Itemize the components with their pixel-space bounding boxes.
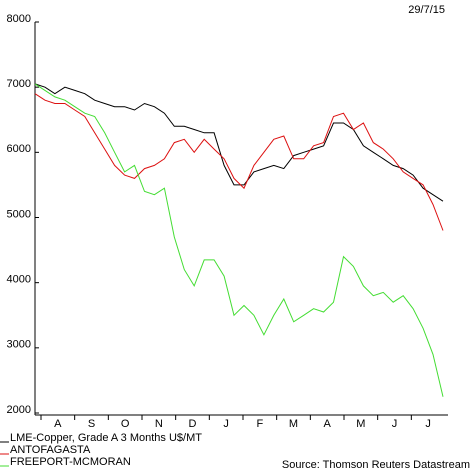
y-tick-label: 7000	[7, 78, 31, 90]
x-tick-label: M	[289, 418, 298, 430]
x-tick-label: M	[356, 418, 365, 430]
x-tick-label: F	[256, 418, 263, 430]
series-line	[34, 83, 444, 202]
y-tick-label: 8000	[7, 13, 31, 25]
source: Source: Thomson Reuters Datastream	[282, 459, 470, 471]
legend-label: ANTOFAGASTA	[10, 444, 91, 456]
x-tick-label: J	[425, 418, 431, 430]
date-label: 29/7/15	[408, 4, 445, 16]
y-tick-label: 2000	[7, 404, 31, 416]
x-tick-label: A	[323, 418, 331, 430]
x-tick-label: D	[189, 418, 197, 430]
y-tick-label: 5000	[7, 208, 31, 220]
x-tick-label: J	[392, 418, 398, 430]
legend-label: LME-Copper, Grade A 3 Months U$/MT	[10, 432, 202, 444]
y-tick-label: 4000	[7, 274, 31, 286]
legend-label: FREEPORT-MCMORAN	[10, 456, 131, 468]
y-tick-label: 3000	[7, 339, 31, 351]
x-tick-label: N	[155, 418, 163, 430]
x-tick-label: A	[54, 418, 62, 430]
x-tick-label: S	[88, 418, 95, 430]
series-line	[34, 83, 444, 397]
y-tick-label: 6000	[7, 143, 31, 155]
x-tick-label: O	[121, 418, 130, 430]
series-line	[34, 93, 444, 231]
x-tick-label: J	[223, 418, 229, 430]
